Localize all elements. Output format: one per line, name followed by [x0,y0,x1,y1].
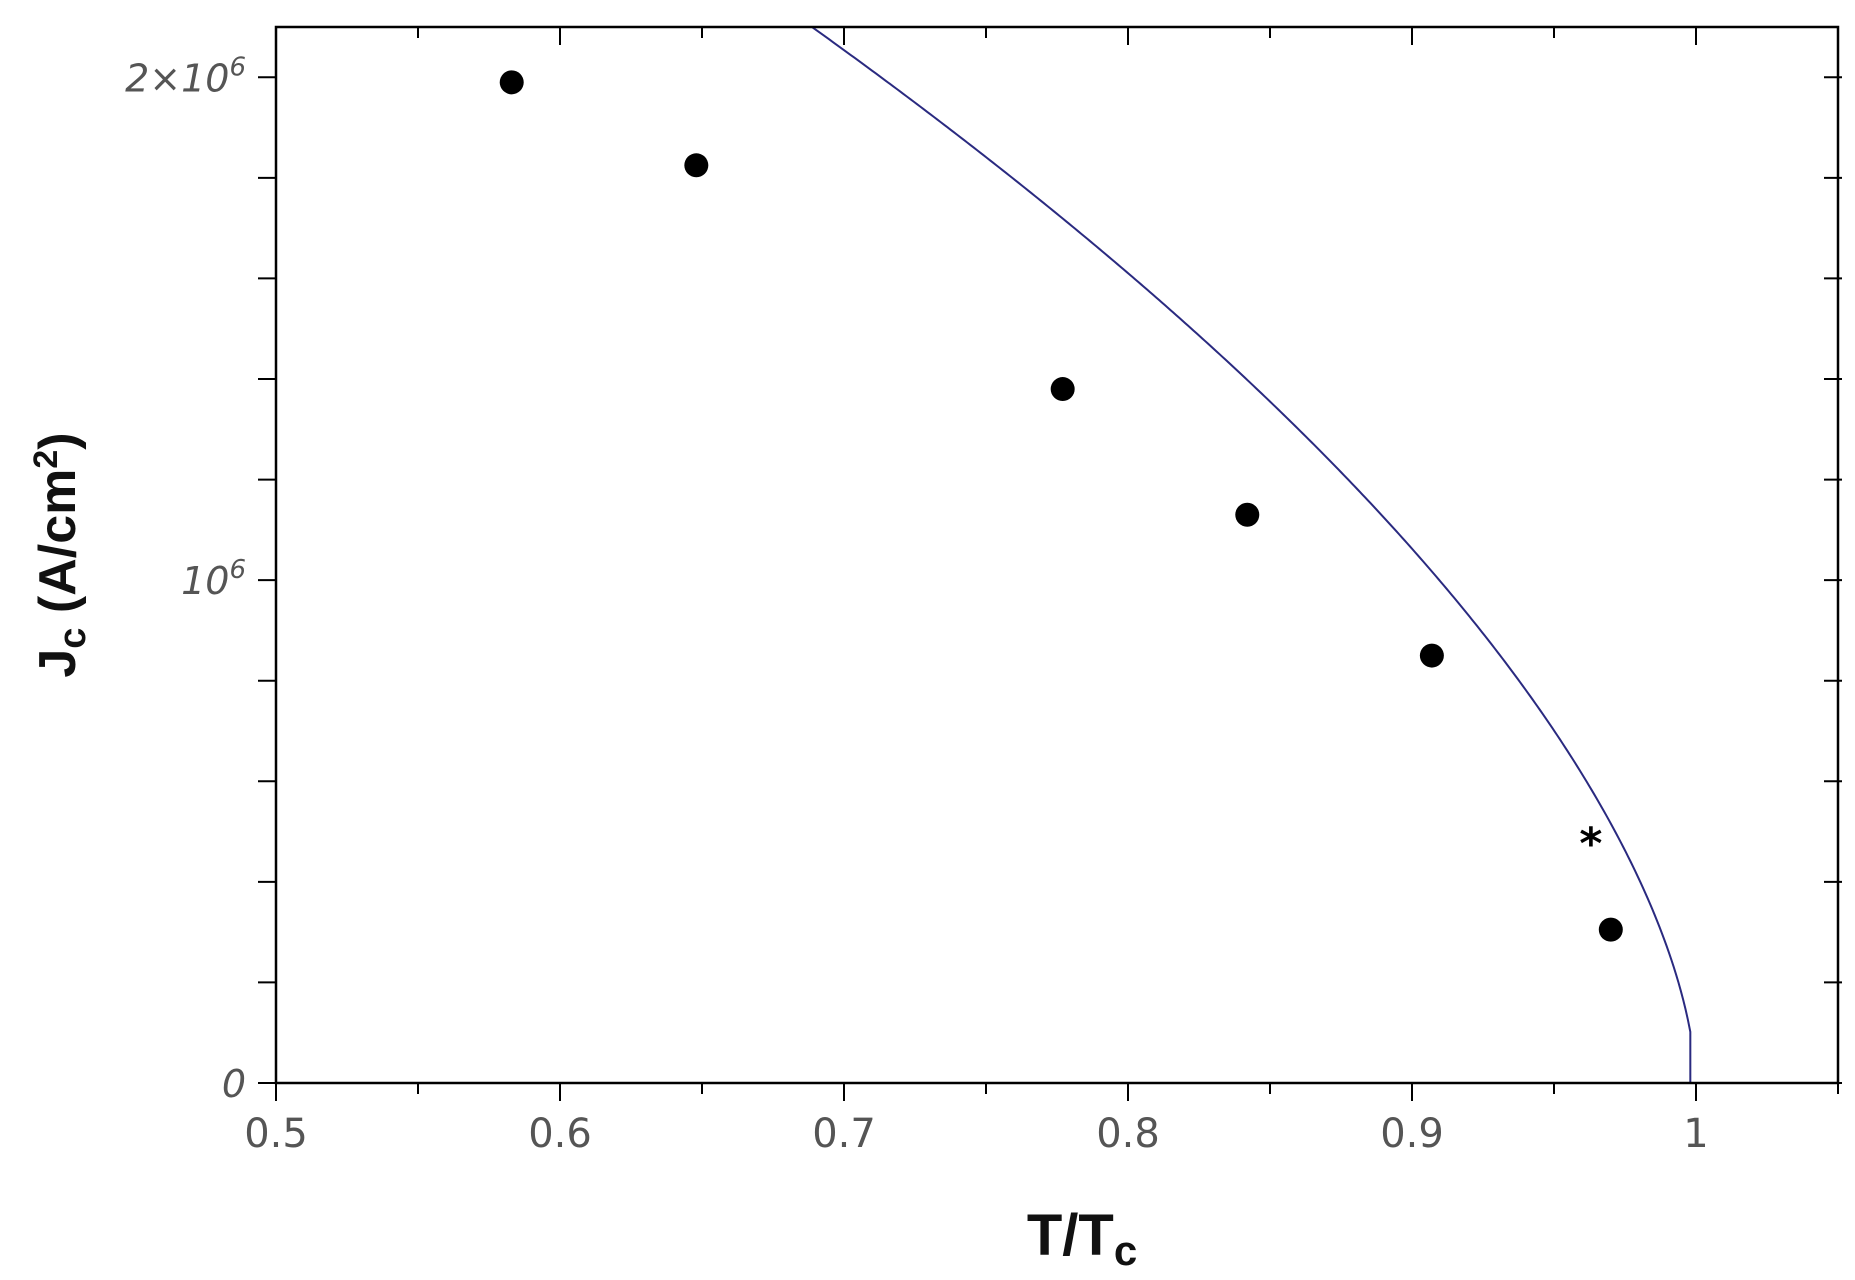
data-point [1235,502,1260,527]
data-point [1598,917,1623,942]
data-point [684,153,709,178]
x-tick-label: 0.8 [1096,1111,1160,1157]
plot-frame [274,25,1840,1085]
x-tick-label: 1 [1683,1111,1708,1157]
y-tick-label: 2×106 [125,52,246,100]
data-point [1050,377,1075,402]
star-point: * [1579,819,1602,870]
fit-curve [810,27,1692,1083]
y-axis-title: Jc (A/cm2) [27,432,94,677]
x-tick-label: 0.5 [244,1111,308,1157]
x-axis-title: T/Tc [1027,1203,1137,1274]
x-tick-label: 0.9 [1380,1111,1444,1157]
data-point [499,70,524,95]
data-point [1419,643,1444,668]
y-tick-label: 106 [181,555,246,603]
x-tick-label: 0.6 [528,1111,592,1157]
x-tick-label: 0.7 [812,1111,876,1157]
y-tick-label: 0 [222,1062,246,1106]
